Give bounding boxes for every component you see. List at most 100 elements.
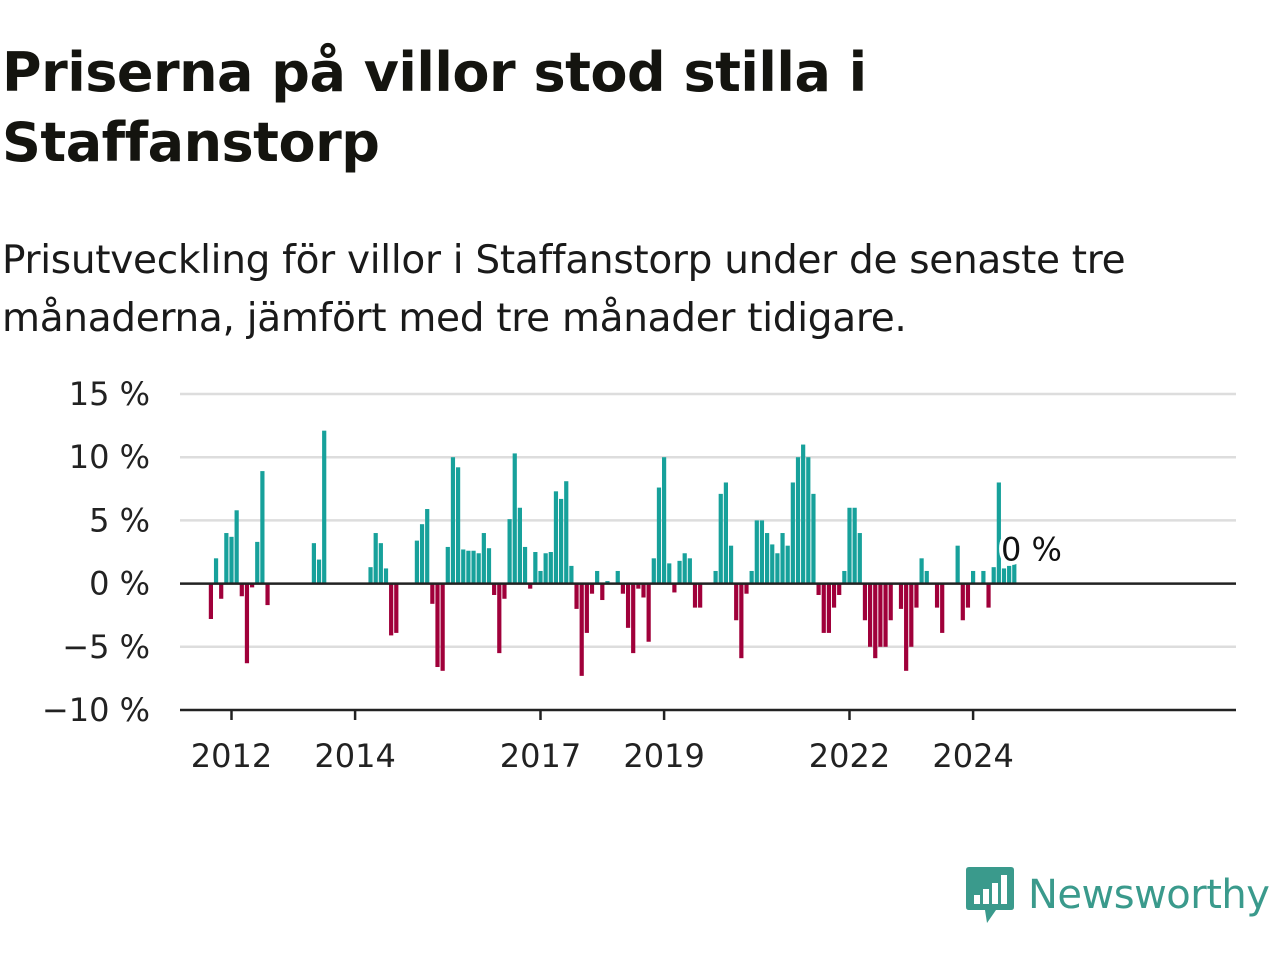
bar (394, 583, 399, 633)
bar (1012, 563, 1017, 584)
bar (770, 544, 775, 584)
bar (584, 583, 589, 633)
bar (497, 583, 502, 654)
bar (909, 583, 914, 647)
bar (383, 568, 389, 584)
bar (862, 583, 868, 621)
bar (728, 545, 734, 584)
bar (991, 567, 996, 584)
bar (718, 493, 723, 584)
bar (625, 583, 631, 628)
newsworthy-logo: Newsworthy (964, 864, 1270, 926)
bar (456, 467, 461, 584)
y-tick-label: 0 % (89, 565, 150, 603)
bar (754, 520, 759, 584)
bar (981, 570, 986, 584)
x-tick-label: 2012 (191, 737, 272, 775)
bar (250, 583, 255, 588)
bar (311, 543, 316, 584)
bar (244, 583, 250, 664)
bar (589, 583, 595, 594)
bar (904, 583, 909, 671)
bar (759, 520, 765, 584)
bar (883, 583, 888, 647)
bar (528, 583, 533, 589)
x-tick-label: 2017 (500, 737, 581, 775)
bar (322, 430, 327, 584)
bar (229, 536, 234, 584)
bar (888, 583, 893, 621)
chart-subtitle: Prisutveckling för villor i Staffanstorp… (2, 238, 1126, 341)
bar (553, 491, 559, 584)
bar (811, 493, 816, 584)
chart-title: Priserna på villor stod stilla i Staffan… (2, 41, 867, 174)
bar (569, 565, 574, 584)
y-tick-label: 5 % (89, 501, 150, 539)
bar (620, 583, 625, 594)
bar (687, 558, 692, 584)
bar (646, 583, 651, 642)
bar (502, 583, 507, 599)
bar (682, 553, 687, 584)
bar (965, 583, 971, 608)
bar (631, 583, 636, 654)
bar (651, 558, 656, 584)
bar (476, 553, 481, 584)
bar-chart: 15 % 10 % 5 % 0 % −5 % −10 % 2012 2014 2017 2019… (42, 375, 1236, 775)
bar (873, 583, 878, 659)
bar (419, 524, 425, 584)
bar (960, 583, 965, 621)
bar (579, 583, 584, 676)
bar (507, 519, 512, 584)
bar (692, 583, 698, 608)
bar (744, 583, 749, 594)
bar (898, 583, 904, 609)
bar (667, 563, 672, 584)
bar (492, 583, 497, 595)
bar (790, 482, 795, 584)
bar (806, 457, 811, 584)
bar (445, 546, 450, 584)
bar (713, 570, 718, 584)
bar (208, 583, 213, 619)
bar (512, 453, 517, 584)
bar (934, 583, 940, 608)
x-tick-label: 2019 (623, 737, 704, 775)
bar (868, 583, 873, 647)
bar (440, 583, 445, 671)
bar (662, 457, 667, 584)
latest-value-label: 0 % (1001, 531, 1062, 569)
bar (878, 583, 883, 647)
bar (615, 570, 620, 584)
bar (677, 560, 682, 584)
bar (656, 487, 662, 584)
bar (548, 552, 553, 584)
bar (559, 498, 564, 584)
y-axis-tick-labels: 15 % 10 % 5 % 0 % −5 % −10 % (42, 375, 150, 729)
bar (641, 583, 646, 598)
bar (847, 507, 852, 584)
bar (213, 558, 219, 584)
bar (940, 583, 945, 633)
bar (425, 509, 430, 584)
bar (265, 583, 270, 606)
x-tick-label: 2014 (314, 737, 395, 775)
bar (801, 444, 806, 584)
bar (564, 481, 569, 584)
bar (842, 570, 847, 584)
bar (837, 583, 842, 595)
bar (765, 533, 770, 584)
bar (749, 570, 754, 584)
bar (234, 510, 239, 584)
bar (924, 570, 929, 584)
bar (533, 552, 538, 584)
bar (430, 583, 435, 604)
bar (219, 583, 224, 599)
bar (373, 533, 378, 584)
bar (739, 583, 744, 659)
y-tick-label: 10 % (69, 438, 150, 476)
bar (414, 540, 419, 584)
bar (914, 583, 919, 608)
bar (636, 583, 641, 589)
bar (543, 553, 548, 584)
